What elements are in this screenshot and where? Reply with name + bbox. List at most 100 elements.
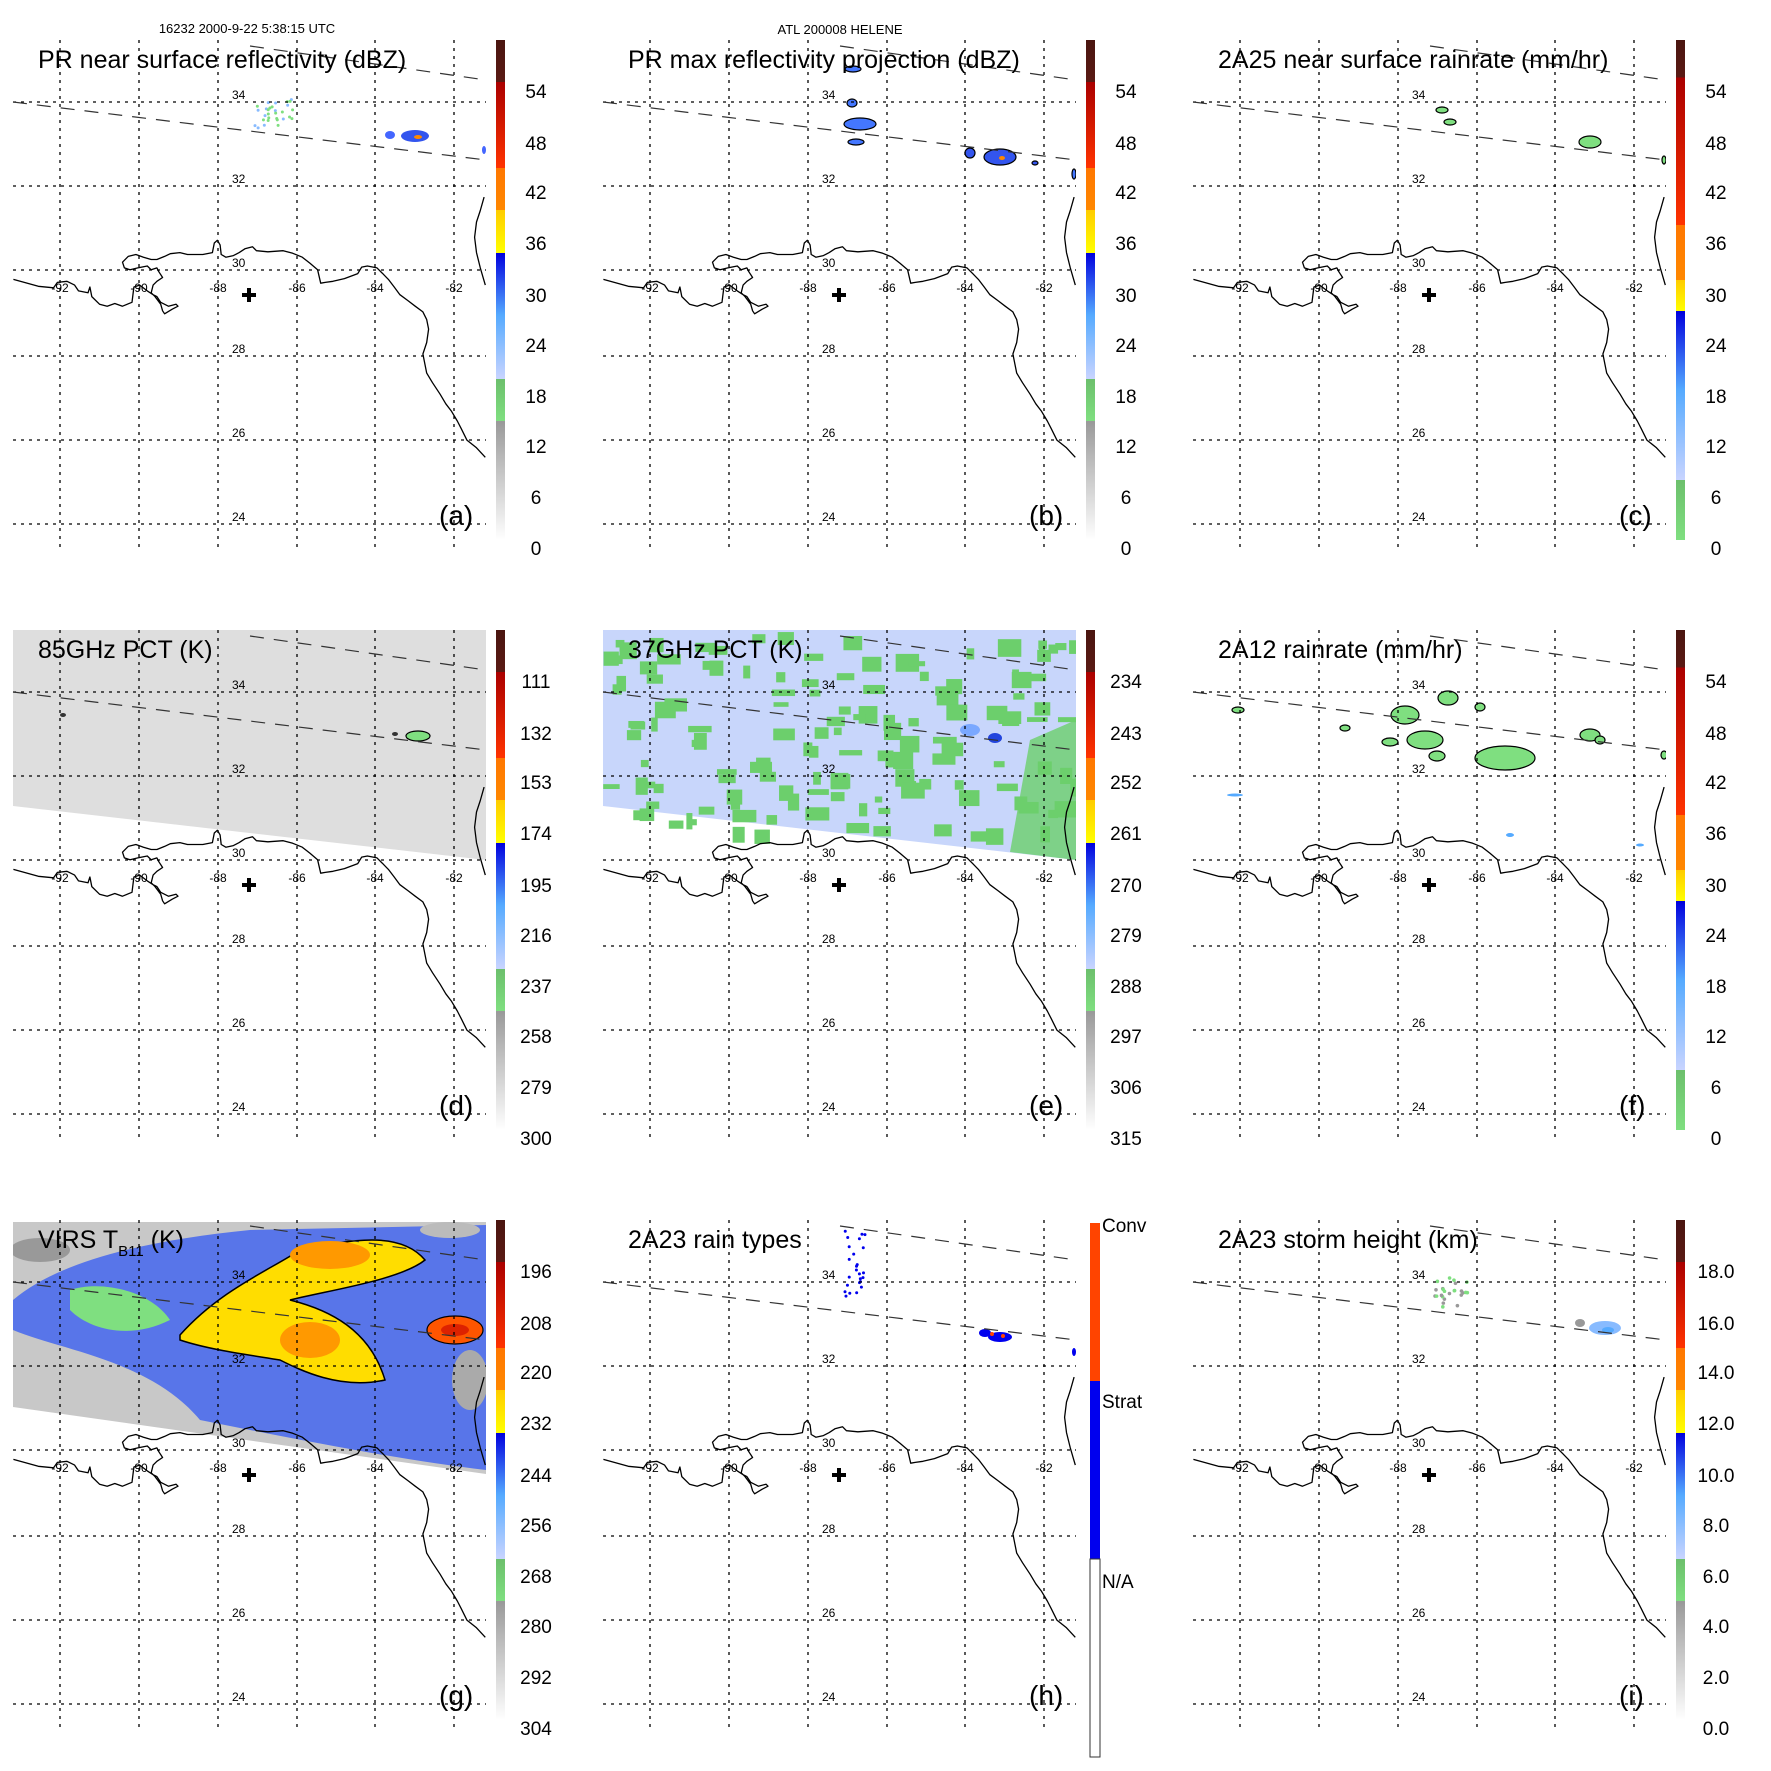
lon-label: -86 [878,281,896,295]
precip-pixel [846,822,870,834]
precip-cell [848,1291,852,1295]
lon-label: -84 [1546,281,1564,295]
lon-label: -84 [956,281,974,295]
precip-cell [270,105,274,109]
precip-cell [1506,833,1514,837]
precip-cell [1434,1294,1439,1298]
colorbar-label: 306 [1110,1078,1142,1099]
precip-cell [1435,1279,1440,1284]
precip-pixel [646,674,663,684]
precip-pixel [686,819,697,826]
panel-letter: (h) [1029,1680,1063,1711]
lon-label: -88 [1389,281,1407,295]
precip-pixel [909,781,917,790]
lat-label: 28 [1412,1522,1426,1536]
lat-label: 24 [822,1690,836,1704]
coastline [1193,1419,1666,1638]
precip-pixel [1069,640,1076,654]
lon-label: -92 [641,281,659,295]
precip-pixel [1037,761,1052,775]
precip-cell [1390,705,1420,725]
lat-label: 28 [232,932,246,946]
lon-label: -92 [641,1461,659,1475]
lat-label: 26 [232,426,246,440]
precip-pixel [657,654,681,665]
precip-cell [1660,750,1666,760]
precip-pixel [885,760,910,768]
lon-label: -82 [1035,281,1053,295]
lon-label: -92 [1231,281,1249,295]
colorbar-label: 292 [520,1668,552,1689]
precip-pixel [919,778,932,790]
lon-label: -88 [209,1461,227,1475]
precip-cell [276,123,280,127]
colorbar-label: 10.0 [1698,1466,1735,1487]
precip-cell [255,104,259,108]
precip-pixel [859,803,868,817]
panel-letter: (g) [439,1680,473,1711]
coastline [603,1419,1076,1638]
precip-cell [1443,118,1457,126]
precip-cell [273,109,277,113]
precip-cell [1602,1327,1614,1333]
precip-cell [843,117,877,131]
coastline [13,239,486,458]
panel-title: 85GHz PCT (K) [38,636,213,664]
precip-cell [854,1264,858,1268]
precip-pixel [901,782,925,799]
precip-cell [452,1350,486,1410]
precip-pixel [908,661,926,667]
panel-title: 2A23 rain types [628,1226,802,1254]
lon-label: -88 [799,281,817,295]
coastline-atlantic [473,196,486,286]
precip-pixel [603,651,619,666]
colorbar-label: 279 [1110,926,1142,947]
lon-label: -90 [1310,871,1328,885]
precip-cell [1661,155,1666,165]
precip-cell [266,108,270,112]
precip-cell [847,1275,851,1279]
colorbar-label: 196 [520,1262,552,1283]
precip-pixel [939,695,958,705]
precip-cell [286,103,290,107]
colorbar-label: 6.0 [1703,1567,1729,1588]
lat-label: 24 [822,510,836,524]
precip-cell [999,156,1005,160]
map-panel-g: 34 32 30 28 26 24 -92 -90 -88 -86 -84 -82 VIRS TB11 … [12,1220,552,1740]
precip-cell [1453,1281,1458,1286]
lon-label: -90 [130,1461,148,1475]
colorbar [496,630,505,1130]
precip-pixel [668,820,684,829]
precip-pixel [1002,718,1020,727]
cold-cloud-region [70,1286,170,1331]
coastline [1193,239,1666,458]
lat-label: 28 [1412,342,1426,356]
coastline-atlantic [1653,196,1666,286]
lat-label: 30 [822,256,836,270]
colorbar-na [1089,1558,1101,1758]
precip-pixel [1055,643,1067,651]
colorbar-label: 8.0 [1703,1516,1729,1537]
precip-pixel [954,780,964,790]
colorbar-label: 268 [520,1567,552,1588]
precip-pixel [946,679,963,695]
precip-pixel [639,808,655,822]
precip-pixel [709,660,724,676]
colorbar-label: 288 [1110,977,1142,998]
colorbar-label: Conv [1102,1216,1147,1237]
lon-label: -88 [799,1461,817,1475]
panel-title: 37GHz PCT (K) [628,636,803,664]
precip-cell [847,1245,851,1249]
colorbar-label: 304 [520,1719,552,1740]
precip-pixel [773,728,795,741]
precip-cell [291,108,295,112]
colorbar-label: 300 [520,1129,552,1150]
lon-label: -90 [130,871,148,885]
precip-pixel [1048,644,1059,654]
precip-pixel [732,826,745,843]
colorbar-label: 243 [1110,724,1142,745]
coastline-atlantic [1653,786,1666,876]
lon-label: -86 [288,281,306,295]
precip-pixel [877,750,894,762]
swath-edge [12,691,487,751]
